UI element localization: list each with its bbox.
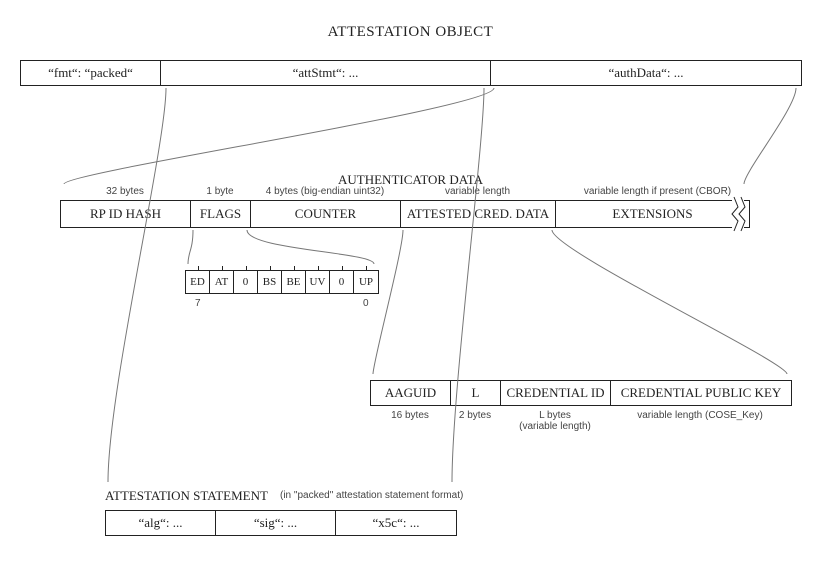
attested-cred-data-row: AAGUIDLCREDENTIAL IDCREDENTIAL PUBLIC KE… bbox=[370, 380, 792, 406]
attstmt-cell-1: “sig“: ... bbox=[216, 511, 336, 535]
page-title: ATTESTATION OBJECT bbox=[0, 24, 821, 41]
flags-bit-4: BS bbox=[258, 271, 282, 293]
flags-bit-0: UP bbox=[354, 271, 378, 293]
attestation-statement-row: “alg“: ...“sig“: ...“x5c“: ... bbox=[105, 510, 457, 536]
authdata-cell-4: EXTENSIONS bbox=[556, 201, 749, 227]
acd-cell-1: L bbox=[451, 381, 501, 405]
attstmt-cell-0: “alg“: ... bbox=[106, 511, 216, 535]
attobj-cell-1: “attStmt“: ... bbox=[161, 61, 491, 85]
flags-bit-index-low: 0 bbox=[363, 298, 369, 309]
attestation-object-row: “fmt“: “packed““attStmt“: ...“authData“:… bbox=[20, 60, 802, 86]
authdata-cell-0: RP ID HASH bbox=[61, 201, 191, 227]
authdata-cell-3: ATTESTED CRED. DATA bbox=[401, 201, 556, 227]
flags-bit-3: BE bbox=[282, 271, 306, 293]
annot-acd-1: 2 bytes bbox=[450, 410, 500, 421]
flags-bit-index-high: 7 bbox=[195, 298, 201, 309]
attestation-statement-title: ATTESTATION STATEMENT bbox=[105, 488, 268, 504]
attobj-cell-2: “authData“: ... bbox=[491, 61, 801, 85]
flags-bit-5: 0 bbox=[234, 271, 258, 293]
flags-bit-6: AT bbox=[210, 271, 234, 293]
annot-authdata-0: 32 bytes bbox=[60, 186, 190, 197]
flags-bit-2: UV bbox=[306, 271, 330, 293]
attstmt-cell-2: “x5c“: ... bbox=[336, 511, 456, 535]
annot-authdata-4: variable length if present (CBOR) bbox=[555, 186, 760, 197]
acd-cell-0: AAGUID bbox=[371, 381, 451, 405]
flags-bit-7: ED bbox=[186, 271, 210, 293]
flags-bit-1: 0 bbox=[330, 271, 354, 293]
annot-acd-0: 16 bytes bbox=[370, 410, 450, 421]
annot-acd-3: variable length (COSE_Key) bbox=[610, 410, 790, 421]
authdata-cell-1: FLAGS bbox=[191, 201, 251, 227]
attobj-cell-0: “fmt“: “packed“ bbox=[21, 61, 161, 85]
annot-authdata-3: variable length bbox=[400, 186, 555, 197]
acd-cell-2: CREDENTIAL ID bbox=[501, 381, 611, 405]
acd-cell-3: CREDENTIAL PUBLIC KEY bbox=[611, 381, 791, 405]
flags-bits-row: EDAT0BSBEUV0UP bbox=[185, 270, 379, 294]
authenticator-data-row: RP ID HASHFLAGSCOUNTERATTESTED CRED. DAT… bbox=[60, 200, 750, 228]
attestation-statement-note: (in "packed" attestation statement forma… bbox=[280, 490, 463, 501]
annot-authdata-2: 4 bytes (big-endian uint32) bbox=[250, 186, 400, 197]
authdata-cell-2: COUNTER bbox=[251, 201, 401, 227]
annot-acd-2: L bytes (variable length) bbox=[500, 410, 610, 432]
annot-authdata-1: 1 byte bbox=[190, 186, 250, 197]
